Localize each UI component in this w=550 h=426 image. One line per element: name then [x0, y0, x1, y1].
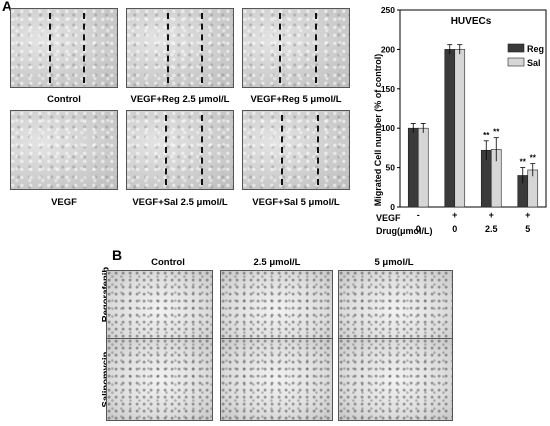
x-drug-value: 0: [416, 224, 421, 234]
chart-frame: [399, 9, 547, 208]
x-vegf-value: +: [489, 210, 494, 220]
tube-micrograph-sal-2-5: [220, 338, 333, 421]
caption-control: Control: [47, 94, 81, 105]
caption-vegf-reg-2-5: VEGF+Reg 2.5 μmol/L: [130, 94, 230, 105]
legend-label-reg: Reg: [527, 44, 544, 54]
significance-mark: **: [520, 158, 527, 167]
significance-mark: **: [493, 128, 500, 137]
migration-bar-chart: Migrated Cell number (% of control) HUVE…: [373, 5, 547, 236]
x-vegf-value: -: [417, 210, 420, 220]
panel-a-letter: A: [2, 0, 13, 14]
tube-micrograph-reg-2-5: [220, 270, 333, 350]
significance-mark: **: [530, 154, 537, 163]
y-tick-label: 50: [386, 163, 396, 173]
x-drug-value: 5: [525, 224, 530, 234]
caption-vegf-sal-2-5: VEGF+Sal 2.5 μmol/L: [132, 197, 228, 208]
significance-mark: **: [483, 131, 490, 140]
bar-sal: [454, 49, 466, 208]
caption-vegf-reg-5: VEGF+Reg 5 μmol/L: [250, 94, 342, 105]
x-vegf-value: +: [452, 210, 457, 220]
x-row-label-vegf: VEGF: [376, 213, 401, 223]
legend-swatch-sal: [507, 57, 525, 67]
y-tick-label: 250: [381, 5, 395, 15]
micrograph-vegf-sal-2-5: [126, 110, 234, 190]
bar-reg: [444, 49, 456, 208]
tube-col-header-2-5: 2.5 μmol/L: [253, 257, 301, 268]
y-tick-label: 0: [390, 202, 395, 212]
x-row-label-drug: Drug(μmol/L): [376, 226, 433, 236]
legend-swatch-reg: [507, 43, 525, 53]
tube-micrograph-reg-5: [338, 270, 453, 350]
tube-col-header-5: 5 μmol/L: [374, 257, 414, 268]
micrograph-vegf: [10, 110, 118, 190]
tube-micrograph-reg-control: [106, 270, 213, 350]
x-drug-value: 0: [452, 224, 457, 234]
tube-micrograph-sal-control: [106, 338, 213, 421]
y-tick-label: 100: [381, 123, 395, 133]
legend-label-sal: Sal: [527, 58, 541, 68]
bar-reg: [407, 127, 419, 208]
micrograph-vegf-reg-2-5: [126, 8, 234, 88]
panel-b-letter: B: [112, 247, 123, 263]
x-drug-value: 2.5: [485, 224, 498, 234]
y-tick-label: 200: [381, 44, 395, 54]
tube-col-header-control: Control: [151, 257, 185, 268]
caption-vegf: VEGF: [51, 197, 77, 208]
micrograph-control: [10, 8, 118, 88]
chart-title: HUVECs: [451, 16, 492, 27]
bar-sal: [417, 127, 429, 208]
tube-micrograph-sal-5: [338, 338, 453, 421]
caption-vegf-sal-5: VEGF+Sal 5 μmol/L: [252, 197, 340, 208]
x-vegf-value: +: [525, 210, 530, 220]
chart-y-axis-label: Migrated Cell number (% of control): [373, 54, 383, 207]
micrograph-vegf-sal-5: [242, 110, 350, 190]
micrograph-vegf-reg-5: [242, 8, 350, 88]
y-tick-label: 150: [381, 84, 395, 94]
